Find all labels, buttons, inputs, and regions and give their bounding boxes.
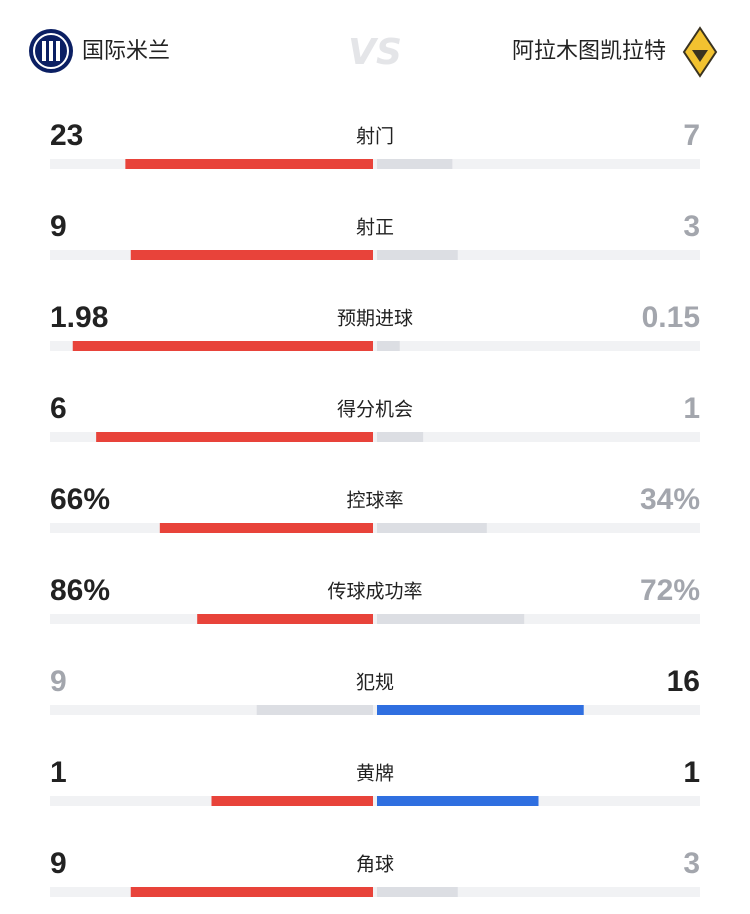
away-bar bbox=[377, 250, 458, 260]
home-bar bbox=[125, 159, 373, 169]
away-bar bbox=[377, 796, 539, 806]
away-value: 1 bbox=[683, 392, 700, 425]
away-value: 1 bbox=[683, 756, 700, 789]
home-value: 23 bbox=[50, 119, 83, 152]
home-logo bbox=[29, 29, 73, 73]
stat-name: 预期进球 bbox=[337, 308, 413, 330]
home-value: 66% bbox=[50, 483, 110, 516]
home-bar bbox=[72, 341, 374, 351]
away-bar bbox=[377, 614, 525, 624]
bar-track bbox=[50, 523, 700, 533]
stat-name: 射门 bbox=[356, 126, 394, 148]
bar-track bbox=[50, 614, 700, 624]
bar-track bbox=[50, 341, 700, 351]
away-team: 阿拉木图凯拉特 bbox=[512, 39, 666, 64]
bar-track bbox=[50, 705, 700, 715]
home-value: 1 bbox=[50, 756, 67, 789]
away-bar bbox=[377, 705, 584, 715]
stat-name: 角球 bbox=[356, 854, 394, 876]
home-bar bbox=[130, 887, 373, 897]
bar-track bbox=[50, 432, 700, 442]
bar-track bbox=[50, 159, 700, 169]
home-value: 9 bbox=[50, 665, 67, 698]
home-value: 86% bbox=[50, 574, 110, 607]
bar-track bbox=[50, 250, 700, 260]
home-value: 9 bbox=[50, 847, 67, 880]
away-bar bbox=[377, 523, 487, 533]
home-bar bbox=[256, 705, 373, 715]
home-bar bbox=[96, 432, 374, 442]
away-bar bbox=[377, 159, 453, 169]
home-bar bbox=[159, 523, 373, 533]
home-team: 国际米兰 bbox=[82, 39, 170, 64]
home-bar bbox=[197, 614, 373, 624]
stat-name: 射正 bbox=[356, 217, 394, 239]
away-logo bbox=[682, 26, 718, 78]
away-value: 3 bbox=[683, 210, 700, 243]
away-bar bbox=[377, 432, 424, 442]
vs-mark: VS bbox=[348, 32, 402, 73]
home-value: 1.98 bbox=[50, 301, 108, 334]
stat-name: 得分机会 bbox=[337, 399, 413, 421]
away-value: 0.15 bbox=[642, 301, 700, 334]
away-value: 3 bbox=[683, 847, 700, 880]
home-value: 9 bbox=[50, 210, 67, 243]
away-value: 16 bbox=[667, 665, 700, 698]
bar-track bbox=[50, 887, 700, 897]
away-value: 7 bbox=[683, 119, 700, 152]
stat-name: 传球成功率 bbox=[327, 581, 422, 603]
home-bar bbox=[130, 250, 373, 260]
away-bar bbox=[377, 887, 458, 897]
home-value: 6 bbox=[50, 392, 67, 425]
away-bar bbox=[377, 341, 400, 351]
away-value: 34% bbox=[640, 483, 700, 516]
stat-name: 犯规 bbox=[356, 672, 394, 694]
stat-name: 控球率 bbox=[346, 490, 403, 512]
bar-track bbox=[50, 796, 700, 806]
away-value: 72% bbox=[640, 574, 700, 607]
stat-name: 黄牌 bbox=[356, 763, 394, 785]
home-bar bbox=[211, 796, 373, 806]
